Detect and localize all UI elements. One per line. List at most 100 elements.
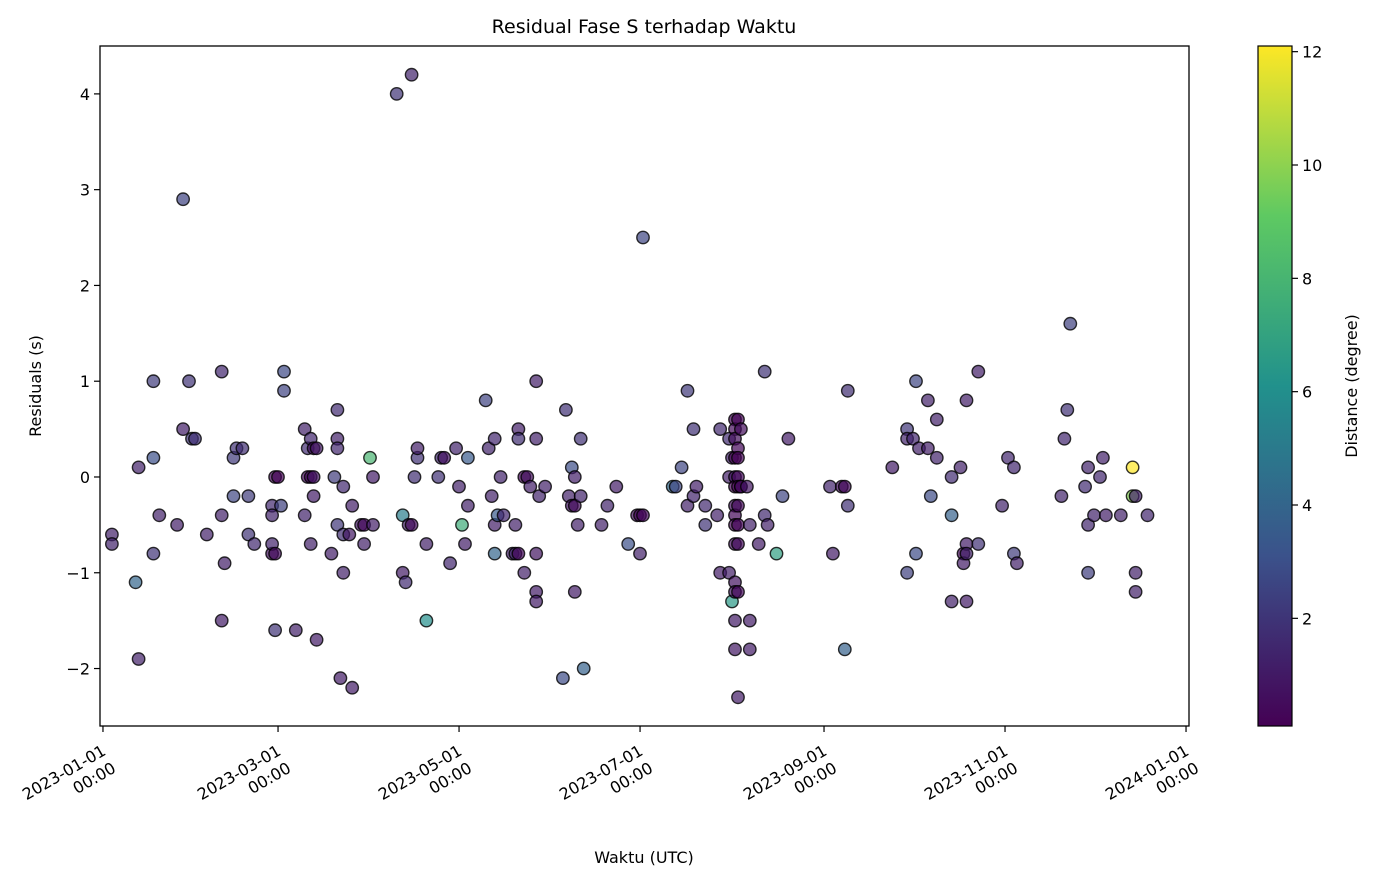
data-point	[826, 546, 840, 561]
data-point	[636, 508, 650, 523]
data-point	[959, 546, 974, 561]
data-point	[609, 479, 624, 494]
y-tick-label: 2	[80, 276, 90, 295]
data-point	[959, 594, 974, 609]
data-point	[407, 470, 422, 484]
data-point	[1010, 556, 1024, 571]
data-point	[731, 518, 745, 532]
data-point	[333, 671, 348, 685]
data-point	[742, 613, 757, 628]
data-point	[455, 518, 469, 532]
data-point	[268, 546, 282, 561]
data-point	[944, 508, 959, 523]
data-point	[929, 450, 944, 465]
data-point	[1054, 489, 1069, 503]
colorbar-ticks: 2 4 6 8 10 12	[1292, 43, 1322, 628]
data-point	[214, 613, 229, 628]
data-point	[277, 383, 291, 398]
data-point	[288, 623, 303, 638]
data-point	[567, 585, 582, 599]
data-point	[633, 546, 647, 561]
data-point	[760, 518, 775, 532]
data-point	[336, 479, 351, 494]
colorbar-label: Distance (degree)	[1342, 314, 1361, 458]
data-point	[734, 422, 748, 436]
data-point	[419, 537, 434, 551]
data-point	[742, 518, 757, 532]
data-point	[769, 546, 784, 561]
y-axis-label: Residuals (s)	[26, 335, 45, 437]
data-point	[731, 498, 745, 513]
data-point	[1081, 565, 1096, 580]
data-point	[959, 393, 974, 408]
data-point	[686, 422, 701, 436]
data-point	[176, 422, 191, 436]
data-point	[538, 479, 552, 494]
data-point	[840, 383, 855, 398]
data-point	[728, 613, 742, 628]
data-point	[366, 470, 380, 484]
data-point	[146, 450, 161, 465]
data-point	[366, 518, 380, 532]
data-point	[404, 67, 419, 82]
data-point	[923, 489, 938, 503]
data-point	[689, 479, 704, 494]
data-point	[731, 450, 745, 465]
data-point	[247, 537, 262, 551]
data-point	[523, 479, 538, 494]
data-point	[995, 498, 1009, 513]
data-point	[909, 374, 923, 389]
x-tick-label: 2023-09-0100:00	[740, 741, 840, 821]
data-point	[567, 470, 582, 484]
data-point	[953, 460, 968, 475]
data-point	[363, 450, 377, 465]
data-point	[576, 661, 591, 676]
data-point	[452, 479, 466, 494]
data-point	[710, 508, 725, 523]
data-point	[508, 518, 523, 532]
data-point	[823, 479, 837, 494]
data-point	[128, 575, 143, 590]
data-point	[182, 374, 196, 389]
data-point	[170, 518, 185, 532]
data-point	[781, 431, 796, 446]
data-point	[511, 431, 526, 446]
data-point	[487, 431, 502, 446]
data-point	[484, 489, 499, 503]
y-tick-label: 4	[80, 85, 90, 104]
data-point	[274, 498, 288, 513]
x-axis-label: Waktu (UTC)	[594, 848, 694, 867]
data-point	[297, 508, 312, 523]
data-point	[517, 565, 532, 580]
colorbar-tick-label: 6	[1302, 383, 1312, 402]
data-point	[188, 431, 202, 446]
data-point	[837, 642, 852, 657]
data-point	[680, 383, 695, 398]
colorbar-tick-label: 12	[1302, 43, 1322, 62]
data-point	[728, 642, 742, 657]
data-point	[1060, 402, 1075, 417]
x-tick-label: 2023-11-0100:00	[921, 741, 1021, 821]
colorbar	[1257, 45, 1293, 727]
colorbar-tick-label: 8	[1302, 269, 1312, 288]
data-point	[944, 594, 959, 609]
data-point	[740, 479, 754, 494]
data-point	[556, 671, 570, 685]
data-point	[885, 460, 900, 475]
data-point	[594, 518, 609, 532]
data-point	[217, 556, 232, 571]
data-point	[600, 498, 615, 513]
data-point	[731, 537, 745, 551]
data-point	[1093, 470, 1107, 484]
data-point	[309, 441, 324, 456]
chart-title: Residual Fase S terhadap Waktu	[492, 16, 797, 38]
data-point	[1096, 450, 1110, 465]
data-point	[398, 575, 413, 590]
data-point	[226, 489, 241, 503]
data-point	[757, 364, 772, 379]
data-point	[573, 489, 588, 503]
x-tick-label: 2023-05-0100:00	[375, 741, 475, 821]
data-point	[342, 527, 357, 542]
data-point	[971, 537, 986, 551]
data-point	[529, 546, 544, 561]
